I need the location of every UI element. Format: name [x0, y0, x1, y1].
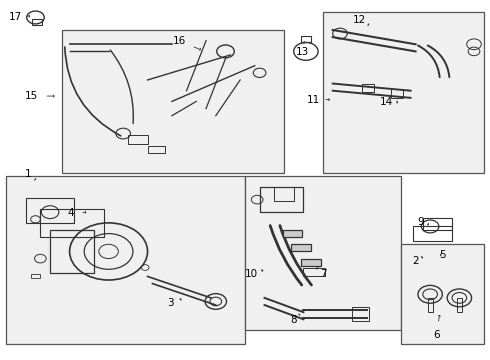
Bar [274, 187, 294, 202]
FancyBboxPatch shape [6, 176, 245, 344]
Text: 7: 7 [319, 269, 326, 279]
Bar [352, 307, 369, 321]
Bar [32, 19, 42, 24]
Bar [457, 298, 462, 312]
Text: 3: 3 [168, 298, 174, 308]
Bar [291, 244, 311, 251]
FancyBboxPatch shape [323, 12, 484, 173]
FancyBboxPatch shape [245, 176, 401, 330]
Text: 14: 14 [380, 97, 393, 107]
Text: 16: 16 [172, 36, 186, 46]
Bar [391, 89, 403, 98]
Text: 4: 4 [68, 208, 74, 218]
Bar [260, 187, 303, 212]
Bar [428, 298, 433, 312]
Text: 17: 17 [8, 13, 22, 22]
Text: 13: 13 [296, 47, 309, 57]
Bar [362, 84, 374, 93]
Text: 6: 6 [433, 330, 440, 341]
Text: 15: 15 [25, 91, 38, 101]
FancyBboxPatch shape [401, 244, 484, 344]
Text: 1: 1 [25, 168, 31, 179]
FancyBboxPatch shape [62, 30, 284, 173]
Text: 2: 2 [412, 256, 419, 266]
Text: 10: 10 [245, 269, 258, 279]
Bar [301, 258, 320, 266]
Bar [413, 226, 452, 241]
Bar [283, 230, 302, 237]
Bar [30, 274, 40, 278]
Bar [147, 146, 165, 153]
Text: 12: 12 [353, 15, 366, 25]
Text: 9: 9 [417, 217, 424, 227]
Bar [128, 135, 147, 144]
Text: 5: 5 [439, 250, 445, 260]
Bar [303, 267, 325, 276]
Bar [26, 198, 74, 223]
Bar [40, 208, 104, 237]
Text: 8: 8 [291, 315, 297, 325]
Bar [423, 217, 452, 230]
Bar [300, 36, 311, 42]
Bar [50, 230, 94, 273]
Text: 11: 11 [307, 95, 320, 105]
